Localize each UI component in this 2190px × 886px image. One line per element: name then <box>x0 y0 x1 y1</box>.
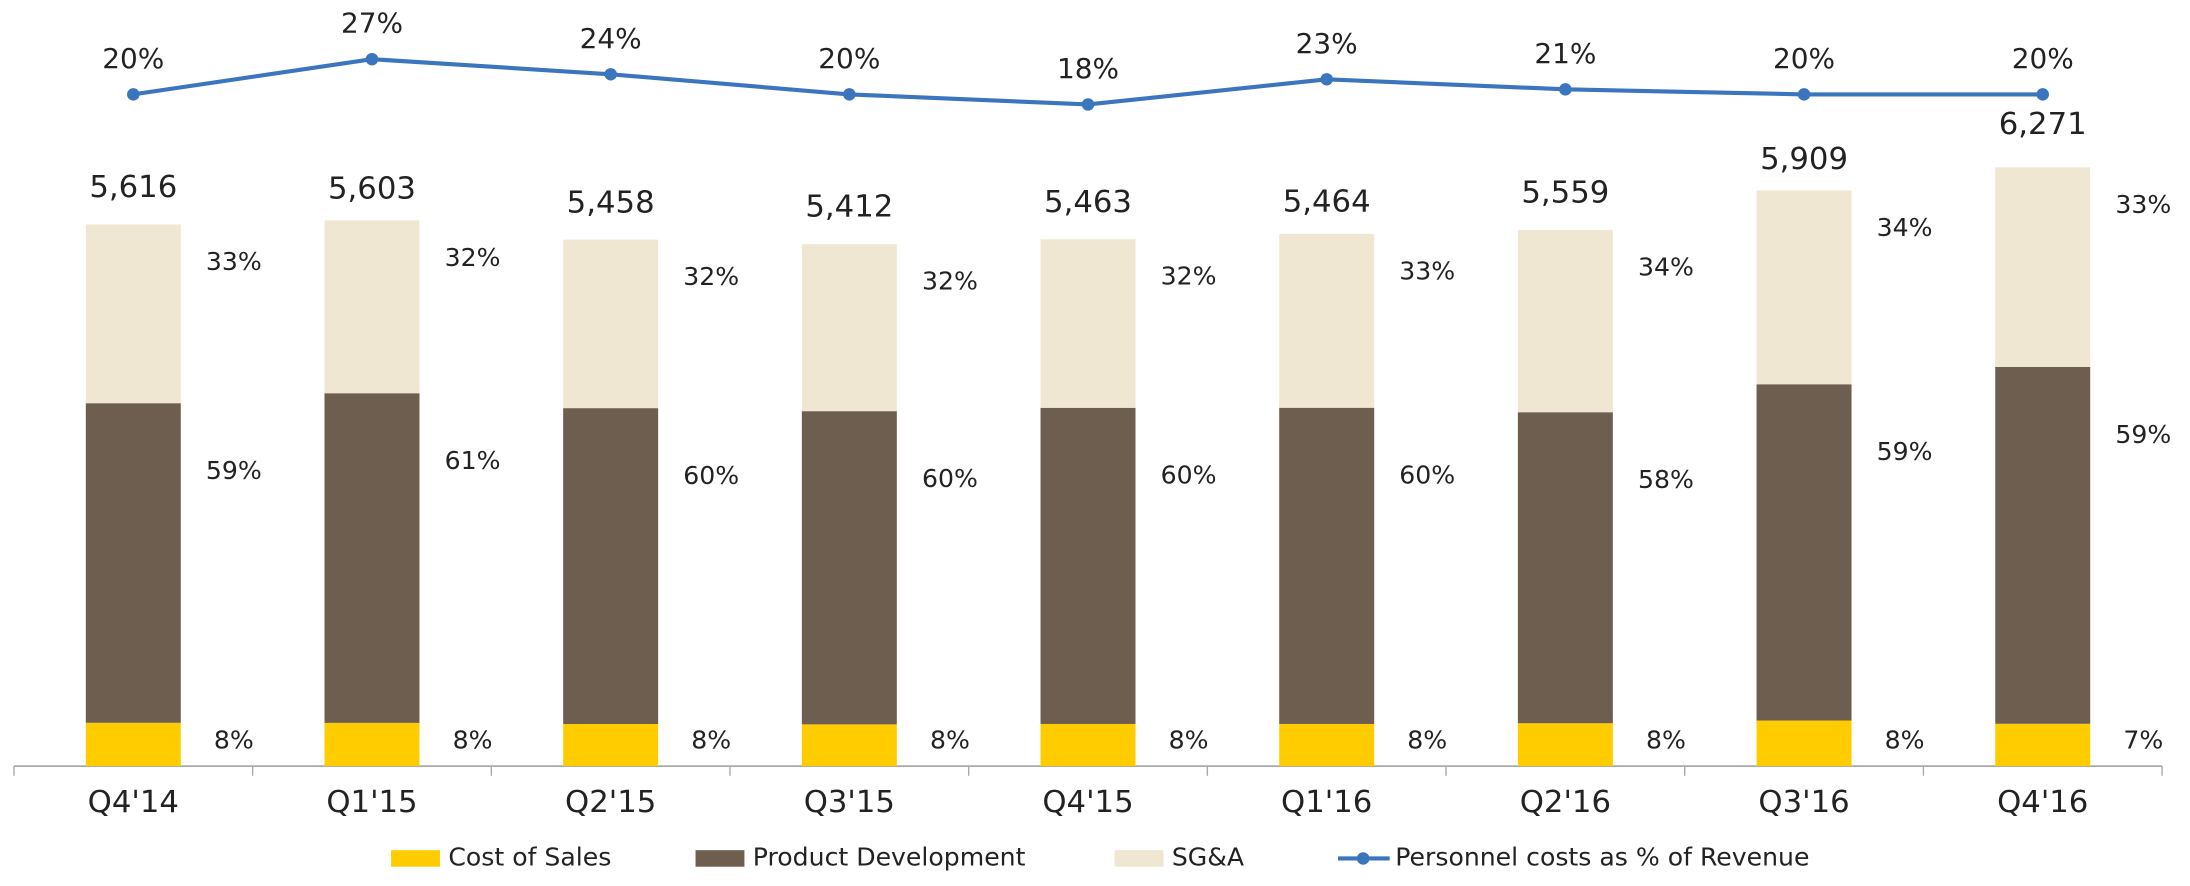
segment-label: 33% <box>2115 190 2171 219</box>
bar-segment <box>801 411 897 725</box>
total-label: 5,464 <box>1283 185 1371 220</box>
line-point <box>1797 88 1811 101</box>
line-point <box>1081 98 1095 111</box>
bar-segment <box>324 220 420 394</box>
segment-label: 60% <box>683 461 739 490</box>
bar-segment <box>1756 720 1852 767</box>
bar-segment <box>1040 407 1136 724</box>
line-point <box>1320 73 1333 86</box>
segment-label: 34% <box>1638 253 1694 282</box>
segment-label: 8% <box>1885 725 1925 754</box>
bar-segment <box>1995 366 2091 724</box>
total-label: 5,463 <box>1044 185 1132 220</box>
segment-label: 8% <box>930 725 970 754</box>
bar-segment <box>85 722 181 767</box>
x-tick-label: Q4'15 <box>1042 785 1133 820</box>
line-label: 20% <box>1773 42 1835 75</box>
bar-segment <box>1995 167 2091 367</box>
bar-segment <box>85 403 181 723</box>
bar-segment <box>1279 407 1375 724</box>
segment-label: 8% <box>691 725 731 754</box>
total-label: 5,603 <box>328 171 416 206</box>
line-point <box>843 88 856 101</box>
segment-label: 61% <box>445 446 501 475</box>
legend-label: Personnel costs as % of Revenue <box>1395 843 1809 872</box>
bar-segment <box>563 239 659 409</box>
line-label: 18% <box>1057 52 1119 85</box>
segment-label: 8% <box>1407 725 1447 754</box>
total-label: 6,271 <box>1999 107 2087 142</box>
total-label: 5,412 <box>805 190 893 225</box>
x-tick-label: Q4'14 <box>88 785 179 820</box>
segment-label: 34% <box>1877 213 1933 242</box>
bar-segment <box>1756 384 1852 721</box>
bar-segment <box>1040 723 1136 767</box>
segment-label: 32% <box>1161 262 1217 291</box>
segment-label: 60% <box>1161 461 1217 490</box>
total-label: 5,616 <box>89 170 177 205</box>
segment-label: 59% <box>206 456 262 485</box>
bar-segment <box>1517 723 1613 767</box>
bar-segment <box>324 722 420 767</box>
x-tick-label: Q2'16 <box>1520 785 1611 820</box>
segment-label: 59% <box>2115 420 2171 449</box>
bar-segment <box>1517 229 1613 413</box>
legend-swatch <box>391 850 440 867</box>
segment-label: 58% <box>1638 465 1694 494</box>
segment-label: 60% <box>1399 461 1455 490</box>
bar-segment <box>1040 239 1136 408</box>
bar-segment <box>1995 723 2091 767</box>
legend-swatch <box>695 850 745 867</box>
bar-segment <box>85 224 181 404</box>
total-label: 5,458 <box>567 185 655 220</box>
segment-label: 8% <box>214 725 254 754</box>
x-tick-label: Q2'15 <box>565 785 656 820</box>
total-label: 5,909 <box>1760 142 1848 177</box>
line-point <box>1559 83 1572 96</box>
bar-segment <box>324 393 420 723</box>
line-label: 27% <box>341 7 403 40</box>
line-label: 23% <box>1296 27 1358 60</box>
segment-label: 60% <box>922 464 978 493</box>
x-tick-label: Q1'16 <box>1281 785 1372 820</box>
legend-marker <box>1356 852 1370 865</box>
line-label: 20% <box>102 42 164 75</box>
segment-label: 59% <box>1877 437 1933 466</box>
x-tick-label: Q3'16 <box>1758 785 1849 820</box>
line-label: 20% <box>818 42 880 75</box>
x-tick-label: Q4'16 <box>1997 785 2088 820</box>
bar-segment <box>1279 233 1375 408</box>
segment-label: 8% <box>453 725 493 754</box>
segment-label: 8% <box>1169 725 1209 754</box>
segment-label: 33% <box>206 247 262 276</box>
segment-label: 32% <box>922 267 978 296</box>
legend-label: SG&A <box>1172 843 1244 872</box>
bar-segment <box>801 724 897 767</box>
segment-label: 32% <box>445 243 501 272</box>
line-point <box>127 88 140 101</box>
bar-segment <box>563 724 659 767</box>
bar-segment <box>1756 190 1852 385</box>
line-point <box>2036 88 2050 101</box>
segment-label: 33% <box>1399 257 1455 286</box>
bar-segment <box>563 408 659 725</box>
segment-label: 7% <box>2123 725 2163 754</box>
line-label: 20% <box>2012 42 2074 75</box>
line-label: 24% <box>580 22 642 55</box>
line-point <box>365 52 379 66</box>
legend-swatch <box>1114 850 1164 867</box>
bar-segment <box>1517 412 1613 724</box>
line-label: 21% <box>1534 37 1596 70</box>
x-tick-label: Q3'15 <box>804 785 895 820</box>
bar-segment <box>1279 723 1375 767</box>
x-tick-label: Q1'15 <box>326 785 417 820</box>
legend-label: Cost of Sales <box>448 843 611 872</box>
total-label: 5,559 <box>1521 176 1609 211</box>
segment-label: 32% <box>683 262 739 291</box>
line-point <box>604 68 617 81</box>
legend-label: Product Development <box>753 843 1026 872</box>
bar-segment <box>801 244 897 412</box>
segment-label: 8% <box>1646 725 1686 754</box>
